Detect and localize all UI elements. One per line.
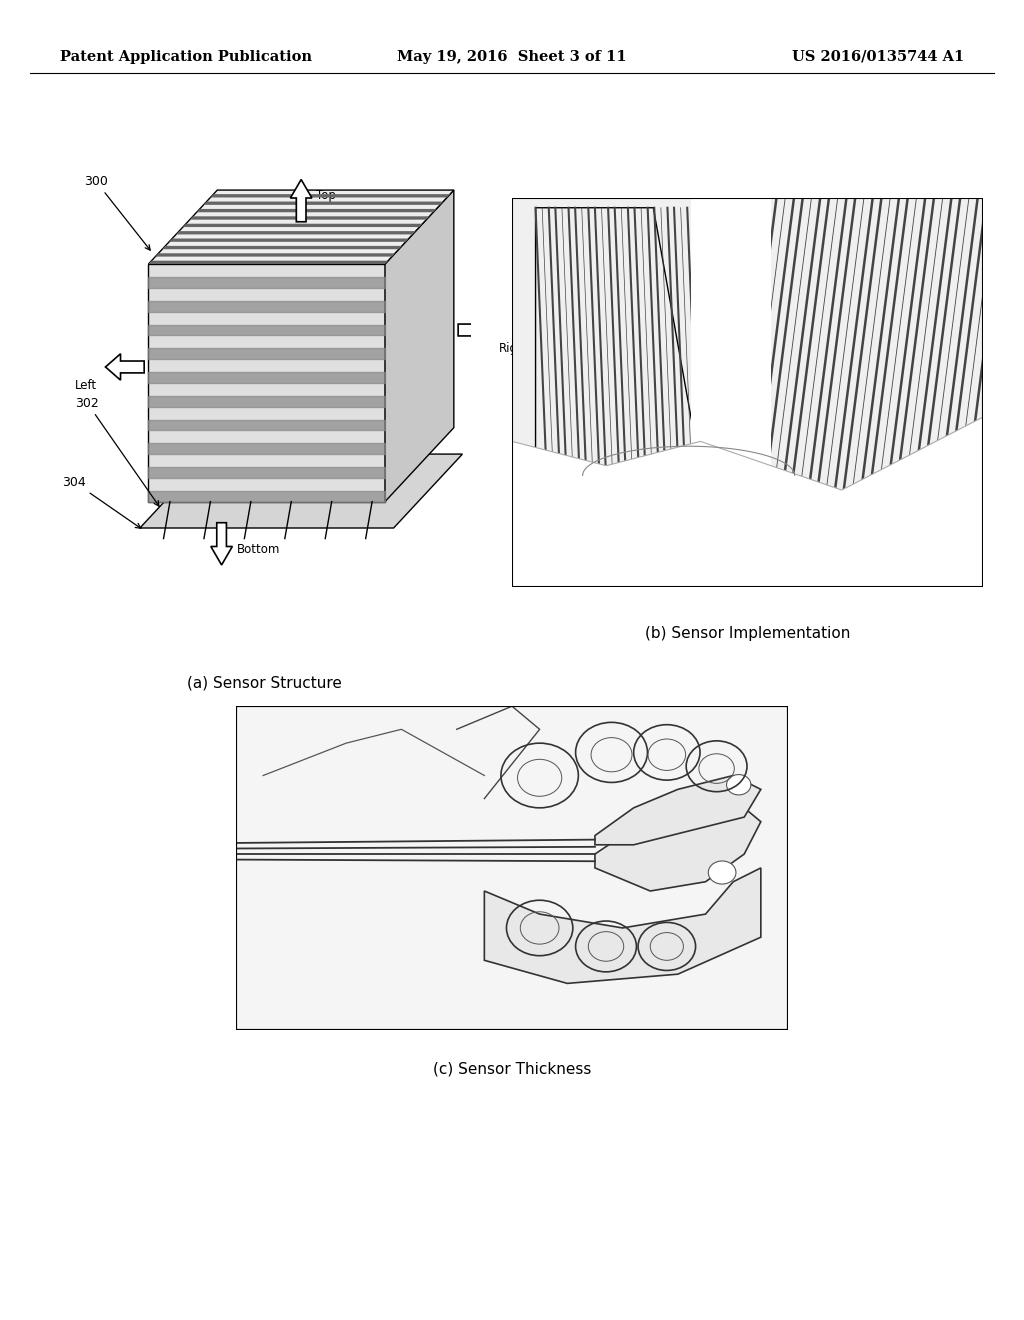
- Text: Right: Right: [499, 342, 530, 355]
- Text: Patent Application Publication: Patent Application Publication: [60, 50, 312, 63]
- Polygon shape: [595, 799, 761, 891]
- Circle shape: [709, 861, 736, 884]
- Polygon shape: [105, 354, 144, 380]
- Text: FIG. 3: FIG. 3: [455, 925, 569, 962]
- Text: 302: 302: [76, 396, 159, 506]
- Text: May 19, 2016  Sheet 3 of 11: May 19, 2016 Sheet 3 of 11: [397, 50, 627, 63]
- Polygon shape: [512, 198, 724, 564]
- Polygon shape: [210, 194, 451, 198]
- Polygon shape: [512, 198, 983, 587]
- Polygon shape: [148, 190, 454, 264]
- Polygon shape: [691, 198, 771, 587]
- Polygon shape: [484, 869, 761, 983]
- Polygon shape: [176, 231, 416, 235]
- Text: (b) Sensor Implementation: (b) Sensor Implementation: [645, 627, 850, 642]
- Polygon shape: [156, 253, 395, 256]
- Polygon shape: [291, 180, 312, 222]
- Polygon shape: [140, 454, 463, 528]
- Polygon shape: [148, 260, 388, 264]
- Text: US 2016/0135744 A1: US 2016/0135744 A1: [792, 50, 964, 63]
- Polygon shape: [169, 239, 409, 242]
- Polygon shape: [189, 216, 429, 219]
- Text: Left: Left: [76, 379, 97, 392]
- Polygon shape: [162, 246, 401, 249]
- Polygon shape: [148, 264, 385, 502]
- Polygon shape: [458, 317, 497, 343]
- Polygon shape: [204, 202, 443, 205]
- Polygon shape: [183, 223, 423, 227]
- Polygon shape: [197, 209, 436, 213]
- Text: (a) Sensor Structure: (a) Sensor Structure: [187, 676, 342, 690]
- Polygon shape: [595, 776, 761, 845]
- Polygon shape: [236, 706, 788, 1030]
- Polygon shape: [211, 523, 232, 565]
- Polygon shape: [385, 190, 454, 502]
- Polygon shape: [512, 417, 983, 587]
- Text: 300: 300: [84, 174, 151, 251]
- Text: (c) Sensor Thickness: (c) Sensor Thickness: [433, 1061, 591, 1077]
- Circle shape: [727, 775, 751, 795]
- Text: 304: 304: [62, 475, 140, 528]
- Text: Bottom: Bottom: [237, 543, 280, 556]
- Polygon shape: [512, 198, 983, 587]
- Text: Top: Top: [316, 189, 336, 202]
